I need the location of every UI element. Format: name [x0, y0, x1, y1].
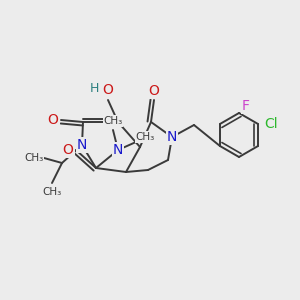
Text: CH₃: CH₃: [24, 153, 44, 163]
Text: O: O: [148, 84, 159, 98]
Text: CH₃: CH₃: [103, 116, 123, 126]
Text: Cl: Cl: [264, 117, 278, 131]
Text: H: H: [89, 82, 99, 94]
Text: CH₃: CH₃: [42, 187, 62, 197]
Text: F: F: [242, 99, 250, 113]
Text: CH₃: CH₃: [135, 132, 154, 142]
Text: O: O: [63, 143, 74, 157]
Text: N: N: [167, 130, 177, 144]
Text: O: O: [48, 113, 58, 127]
Text: N: N: [77, 138, 87, 152]
Text: O: O: [103, 83, 113, 97]
Text: N: N: [113, 143, 123, 157]
